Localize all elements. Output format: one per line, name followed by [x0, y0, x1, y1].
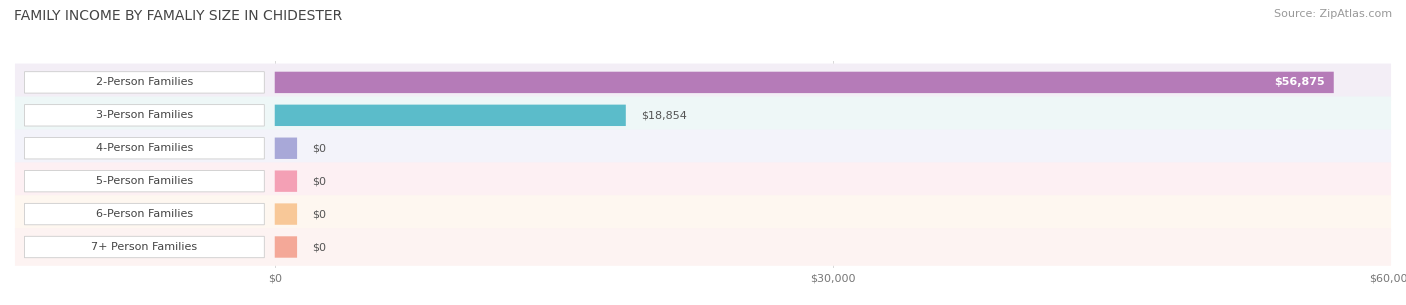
- FancyBboxPatch shape: [274, 105, 626, 126]
- Text: $0: $0: [312, 176, 326, 186]
- Text: FAMILY INCOME BY FAMALIY SIZE IN CHIDESTER: FAMILY INCOME BY FAMALIY SIZE IN CHIDEST…: [14, 9, 342, 23]
- FancyBboxPatch shape: [15, 96, 1391, 134]
- FancyBboxPatch shape: [24, 236, 264, 258]
- Text: $18,854: $18,854: [641, 110, 686, 120]
- Text: 5-Person Families: 5-Person Families: [96, 176, 193, 186]
- FancyBboxPatch shape: [24, 105, 264, 126]
- Text: 2-Person Families: 2-Person Families: [96, 77, 193, 88]
- FancyBboxPatch shape: [24, 72, 264, 93]
- FancyBboxPatch shape: [15, 129, 1391, 167]
- FancyBboxPatch shape: [274, 236, 297, 258]
- FancyBboxPatch shape: [274, 138, 297, 159]
- FancyBboxPatch shape: [15, 63, 1391, 101]
- Text: $0: $0: [312, 143, 326, 153]
- Text: $0: $0: [312, 209, 326, 219]
- Text: 4-Person Families: 4-Person Families: [96, 143, 193, 153]
- Text: 3-Person Families: 3-Person Families: [96, 110, 193, 120]
- FancyBboxPatch shape: [24, 170, 264, 192]
- Text: Source: ZipAtlas.com: Source: ZipAtlas.com: [1274, 9, 1392, 19]
- FancyBboxPatch shape: [15, 195, 1391, 233]
- FancyBboxPatch shape: [15, 228, 1391, 266]
- Text: 6-Person Families: 6-Person Families: [96, 209, 193, 219]
- FancyBboxPatch shape: [15, 162, 1391, 200]
- Text: $56,875: $56,875: [1274, 77, 1324, 88]
- Text: $0: $0: [312, 242, 326, 252]
- FancyBboxPatch shape: [274, 72, 1334, 93]
- Text: 7+ Person Families: 7+ Person Families: [91, 242, 197, 252]
- FancyBboxPatch shape: [274, 203, 297, 225]
- FancyBboxPatch shape: [24, 203, 264, 225]
- FancyBboxPatch shape: [24, 138, 264, 159]
- FancyBboxPatch shape: [274, 170, 297, 192]
